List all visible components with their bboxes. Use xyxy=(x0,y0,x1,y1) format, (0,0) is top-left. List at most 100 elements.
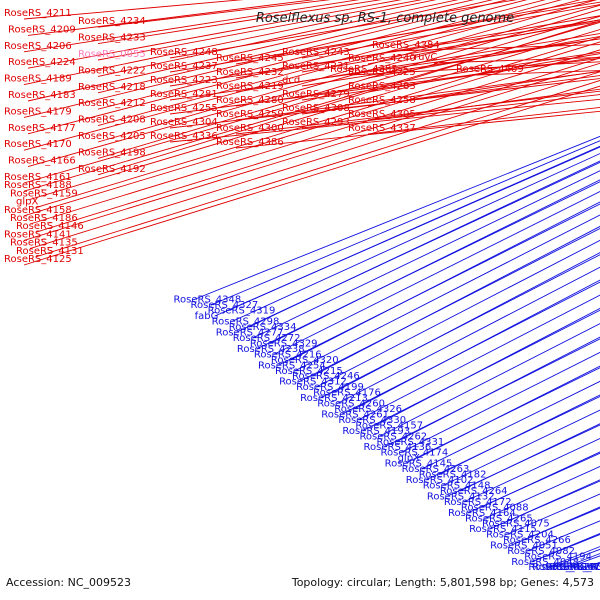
gene-label[interactable]: RoseRS_4281 xyxy=(150,89,218,100)
gene-label[interactable]: RoseRS_4179 xyxy=(4,106,72,117)
gene-label[interactable]: RoseRS_4243 xyxy=(282,47,350,58)
gene-label[interactable]: RoseRS_4102 xyxy=(406,475,474,486)
gene-label[interactable]: RoseRS_4204 xyxy=(486,530,554,541)
gene-label[interactable]: RoseRS_4215 xyxy=(275,366,343,377)
gene-label[interactable]: RoseRS_4409 xyxy=(456,64,524,75)
gene-label[interactable]: RoseRS_4161 xyxy=(4,172,72,183)
gene-label[interactable]: RoseRS_4188 xyxy=(4,180,72,191)
gene-label[interactable]: RoseRS_4272 xyxy=(233,333,301,344)
gene-label[interactable]: RoseRS_4170 xyxy=(4,139,72,150)
gene-label[interactable]: RoseRS_4240 xyxy=(348,53,416,64)
gene-label[interactable]: RoseRS_4198 xyxy=(78,147,146,158)
gene-label[interactable]: RoseRS_4283 xyxy=(348,81,416,92)
gene-label[interactable]: RoseRS_4145 xyxy=(385,459,453,470)
gene-label[interactable]: RoseRS_4298 xyxy=(212,317,280,328)
gene-label[interactable]: RoseRS_4164 xyxy=(448,508,516,519)
gene-label[interactable]: RoseRS_4199 xyxy=(296,382,364,393)
gene-label[interactable]: RoseRS_4348 xyxy=(174,295,242,306)
gene-label[interactable]: RoseRS_4232 xyxy=(216,67,284,78)
gene-label[interactable]: RoseRS_4308 xyxy=(282,103,350,114)
gene-label[interactable]: RoseRS_4157 xyxy=(355,420,423,431)
gene-label[interactable]: RoseRS_4082 xyxy=(507,546,575,557)
gene-label[interactable]: RoseRS_4337 xyxy=(348,123,416,134)
gene-label[interactable]: RoseRS_4248 xyxy=(150,47,218,58)
gene-label[interactable]: RoseRS_4259 xyxy=(216,109,284,120)
gene-label[interactable]: RoseRS_4267 xyxy=(532,562,600,573)
gene-label[interactable]: RoseRS_4246 xyxy=(292,371,360,382)
gene-label[interactable]: RoseRS_4277 xyxy=(216,328,284,339)
gene-label[interactable]: RoseRS_4245 xyxy=(216,53,284,64)
gene-label[interactable]: RoseRS_4051 xyxy=(490,541,558,552)
gene-label[interactable]: RoseRS_4182 xyxy=(419,470,487,481)
gene-label[interactable]: RoseRS_4115 xyxy=(469,524,537,535)
gene-label[interactable]: RoseRS_4319 xyxy=(208,306,276,317)
gene-label[interactable]: RoseRS_4262 xyxy=(359,431,427,442)
gene-label[interactable]: RoseRS_4329 xyxy=(250,338,318,349)
gene-label[interactable]: RoseRS_4279 xyxy=(282,89,350,100)
gene-label[interactable]: RoseRS_4135 xyxy=(10,238,78,249)
gene-label[interactable]: RoseRS_4159 xyxy=(10,188,78,199)
gene-label[interactable]: RoseRS_4384 xyxy=(372,40,440,51)
gene-label[interactable]: RoseRS_4048 xyxy=(511,557,579,568)
gene-label[interactable]: RoseRS_4194 xyxy=(524,551,592,562)
gene-label[interactable]: RoseRS_4231 xyxy=(282,61,350,72)
gene-label[interactable]: RoseRS_4234 xyxy=(78,16,146,27)
gene-label[interactable]: RoseRS_4304 xyxy=(150,117,218,128)
gene-label[interactable]: RoseRS_4146 xyxy=(16,221,84,232)
gene-label[interactable]: RoseRS_4385 xyxy=(330,64,398,75)
gene-label[interactable]: RoseRS_4158 xyxy=(4,205,72,216)
gene-label[interactable]: RoseRS_4233 xyxy=(78,33,146,44)
gene-label[interactable]: RoseRS_4209 xyxy=(8,24,76,35)
gene-label[interactable]: RoseRS_4177 xyxy=(8,123,76,134)
gene-label[interactable]: RoseRS_4336 xyxy=(150,131,218,142)
gene-label[interactable]: RoseRS_4222 xyxy=(78,65,146,76)
gene-label[interactable]: RoseRS_4218 xyxy=(78,82,146,93)
gene-label[interactable]: RoseRS_4131 xyxy=(16,246,84,257)
gene-label[interactable]: RoseRS_4133 xyxy=(545,562,600,573)
gene-label[interactable]: RoseRS_4206 xyxy=(4,41,72,52)
gene-label[interactable]: RoseRS_4330 xyxy=(338,415,406,426)
gene-label[interactable]: RoseRS_0055 xyxy=(78,49,146,60)
gene-label[interactable]: RoseRS_4312 xyxy=(279,377,347,388)
gene-label[interactable]: RoseRS_4183 xyxy=(8,90,76,101)
gene-label[interactable]: RoseRS_4212 xyxy=(78,98,146,109)
gene-label[interactable]: RoseRS_4148 xyxy=(423,480,491,491)
gene-label[interactable]: RoseRS_4176 xyxy=(313,388,381,399)
gene-label[interactable]: RoseRS_4136 xyxy=(364,442,432,453)
gene-label[interactable]: RoseRS_4224 xyxy=(8,57,76,68)
gene-label[interactable]: RoseRS_4166 xyxy=(8,156,76,167)
gene-label[interactable]: RoseRS_4189 xyxy=(4,74,72,85)
gene-label[interactable]: RoseRS_4216 xyxy=(254,349,322,360)
gene-label[interactable]: RoseRS_4305 xyxy=(348,109,416,120)
gene-label[interactable]: RoseRS_4266 xyxy=(503,535,571,546)
gene-label[interactable]: glpX xyxy=(16,197,38,208)
gene-label[interactable]: RoseRS_4265 xyxy=(465,513,533,524)
gene-label[interactable]: RoseRS_4331 xyxy=(376,437,444,448)
gene-label[interactable]: fabG xyxy=(195,311,219,322)
gene-label[interactable]: RoseRS_4195 xyxy=(549,562,600,573)
gene-label[interactable]: RoseRS_4263 xyxy=(402,464,470,475)
gene-label[interactable]: RoseRS_4280 xyxy=(216,95,284,106)
gene-label[interactable]: RoseRS_4193 xyxy=(342,426,410,437)
gene-label[interactable]: RoseRS_4213 xyxy=(300,393,368,404)
gene-label[interactable]: ruvC xyxy=(414,52,437,63)
gene-label[interactable]: RoseRS_4172 xyxy=(444,497,512,508)
gene-label[interactable]: RoseRS_4132 xyxy=(427,491,495,502)
gene-label[interactable]: RoseRS_4208 xyxy=(78,115,146,126)
gene-label[interactable]: RoseRS_4260 xyxy=(317,399,385,410)
gene-label[interactable]: RoseRS_4223 xyxy=(150,75,218,86)
gene-label[interactable]: RoseRS_4205 xyxy=(78,131,146,142)
gene-label[interactable]: RoseRS_4386 xyxy=(216,137,284,148)
gene-label[interactable]: RoseRS_4192 xyxy=(78,164,146,175)
gene-label[interactable]: RoseRS_4219 xyxy=(216,81,284,92)
gene-label[interactable]: RoseRS_4254 xyxy=(258,360,326,371)
gene-label[interactable]: RoseRS_4334 xyxy=(229,322,297,333)
gene-label[interactable]: RoseRS_4255 xyxy=(150,103,218,114)
gene-label[interactable]: glpX xyxy=(398,453,420,464)
gene-label[interactable]: RoseRS_4261 xyxy=(321,409,389,420)
gene-label[interactable]: RoseRS_4088 xyxy=(461,502,529,513)
gene-label[interactable]: RoseRS_4264 xyxy=(440,486,508,497)
gene-label[interactable]: RoseRS_4258 xyxy=(348,95,416,106)
gene-label[interactable]: RoseRS_4125 xyxy=(4,254,72,265)
gene-label[interactable]: RoseRS_4327 xyxy=(191,300,259,311)
